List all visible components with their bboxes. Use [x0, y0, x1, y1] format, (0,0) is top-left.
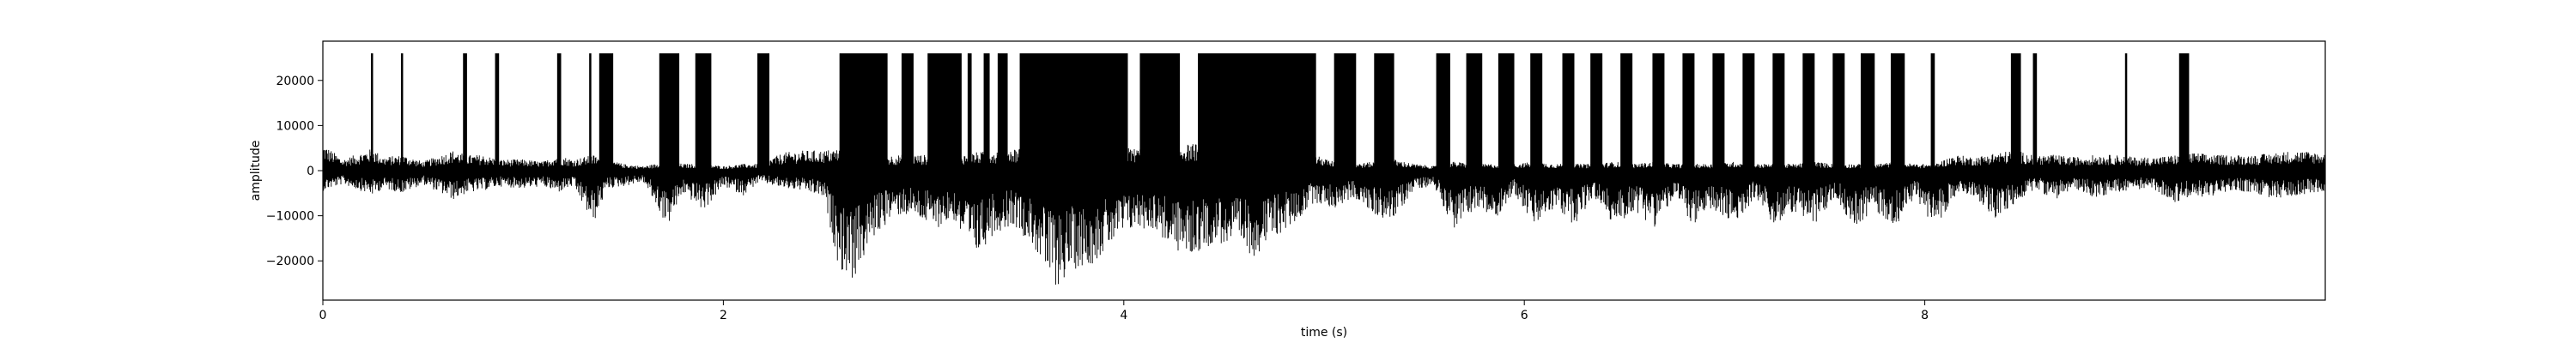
clipped-burst-21	[1436, 53, 1450, 172]
clipped-burst-22	[1466, 53, 1483, 172]
clipped-burst-0	[370, 53, 374, 172]
clipped-burst-17	[1139, 53, 1181, 172]
waveform-layer	[323, 53, 2325, 285]
clipped-burst-35	[1860, 53, 1875, 172]
x-tick-label: 0	[319, 309, 327, 322]
clipped-burst-27	[1620, 53, 1633, 172]
clipped-burst-3	[495, 53, 500, 172]
clipped-burst-31	[1742, 53, 1755, 172]
clipped-burst-13	[967, 53, 972, 172]
clipped-burst-41	[2178, 53, 2190, 172]
clipped-burst-33	[1802, 53, 1815, 172]
clipped-burst-26	[1590, 53, 1603, 172]
clipped-burst-5	[589, 53, 592, 172]
clipped-burst-14	[983, 53, 990, 172]
clipped-burst-9	[757, 53, 770, 172]
x-axis-ticks: 0 2 4 6 8	[319, 300, 1929, 322]
waveform-trace	[323, 137, 2325, 285]
y-tick-label: 0	[307, 165, 314, 178]
clipped-burst-6	[598, 53, 614, 172]
clipped-burst-24	[1530, 53, 1543, 172]
clipped-burst-15	[997, 53, 1008, 172]
clipped-burst-10	[839, 53, 888, 172]
x-axis-label: time (s)	[1301, 326, 1347, 340]
clipped-burst-19	[1334, 53, 1357, 172]
clipped-burst-1	[400, 53, 404, 172]
x-tick-label: 2	[720, 309, 727, 322]
clipped-burst-28	[1652, 53, 1665, 172]
clipped-burst-16	[1019, 53, 1128, 172]
y-tick-label: −10000	[266, 210, 314, 224]
x-tick-label: 8	[1921, 309, 1929, 322]
clipped-burst-40	[2124, 53, 2128, 172]
clipped-burst-30	[1712, 53, 1725, 172]
clipped-burst-23	[1498, 53, 1515, 172]
clipped-burst-39	[2032, 53, 2038, 172]
y-axis-ticks: −20000 −10000 0 10000 20000	[266, 75, 323, 268]
clipped-burst-8	[695, 53, 712, 172]
y-tick-label: 20000	[276, 75, 314, 88]
clipped-burst-11	[901, 53, 914, 172]
clipped-burst-36	[1890, 53, 1905, 172]
clipped-burst-38	[2010, 53, 2021, 172]
clipped-burst-20	[1374, 53, 1394, 172]
clipped-burst-2	[463, 53, 467, 172]
y-axis-label: amplitude	[249, 141, 263, 202]
x-tick-label: 4	[1120, 309, 1127, 322]
clipped-burst-37	[1930, 53, 1935, 172]
clipped-burst-25	[1562, 53, 1575, 172]
clipped-burst-18	[1198, 53, 1316, 172]
clipped-burst-29	[1682, 53, 1695, 172]
clipped-burst-12	[927, 53, 962, 172]
y-tick-label: 10000	[276, 119, 314, 133]
clipped-burst-34	[1832, 53, 1845, 172]
clipped-burst-32	[1772, 53, 1785, 172]
x-tick-label: 6	[1521, 309, 1528, 322]
y-tick-label: −20000	[266, 255, 314, 268]
clipped-burst-7	[659, 53, 680, 172]
plot-area	[322, 40, 2326, 301]
clipped-burst-4	[556, 53, 562, 172]
